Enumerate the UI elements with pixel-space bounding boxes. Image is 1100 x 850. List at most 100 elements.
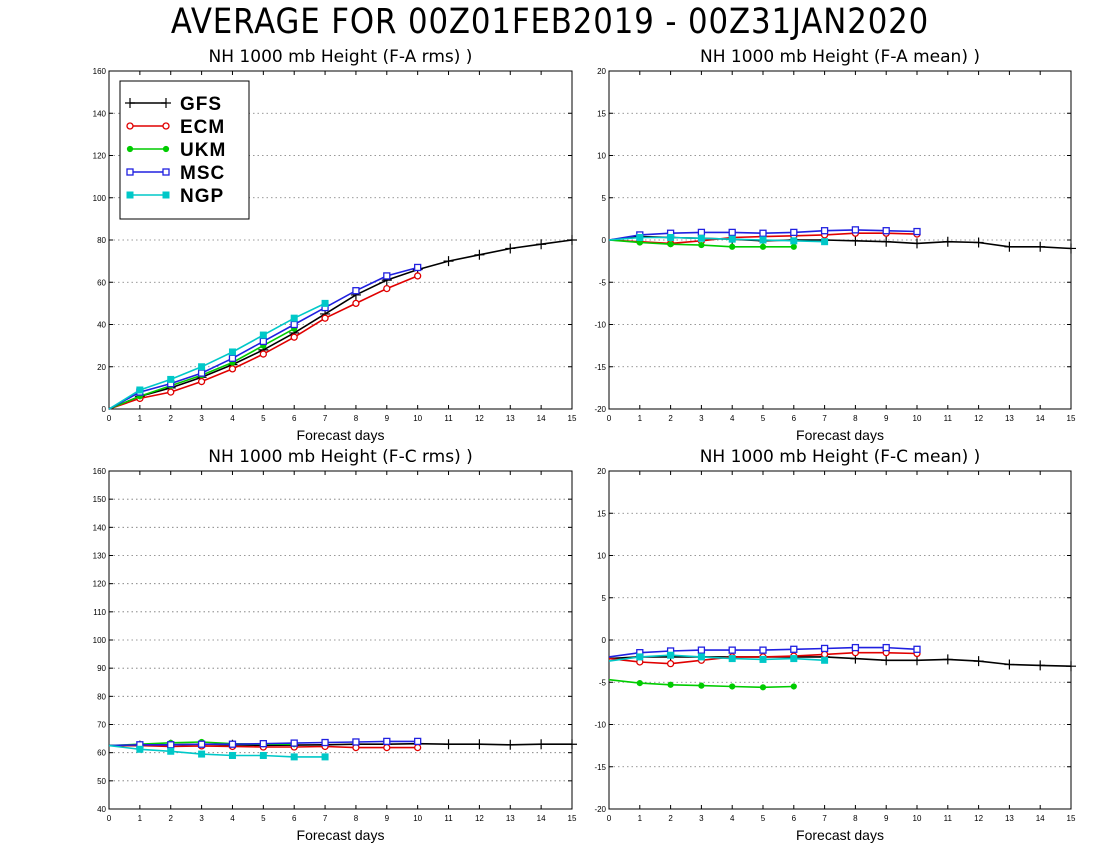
legend-marker [161, 98, 171, 108]
data-point-ukm [667, 241, 674, 248]
data-point-gfs [443, 739, 454, 750]
data-point-ngp [636, 233, 644, 241]
data-point-ngp [697, 234, 705, 242]
y-tick-label: -5 [599, 678, 607, 687]
y-tick-label: 5 [602, 594, 607, 603]
y-tick-label: 20 [597, 467, 606, 476]
x-tick-label: 4 [230, 414, 235, 423]
series-gfs [608, 651, 1076, 672]
legend-label: MSC [180, 163, 225, 184]
series-msc [608, 643, 921, 658]
data-point-ngp [728, 655, 736, 663]
y-tick-label: -5 [599, 278, 607, 287]
x-tick-label: 9 [385, 814, 390, 823]
data-point-msc [820, 227, 829, 235]
data-point-msc [882, 227, 890, 235]
data-point-ukm [790, 243, 797, 250]
plot-frame [108, 470, 573, 810]
x-tick-label: 2 [169, 414, 174, 423]
x-tick-label: 13 [1005, 814, 1014, 823]
x-tick-label: 10 [413, 414, 422, 423]
y-tick-label: -15 [594, 363, 606, 372]
legend-marker [126, 168, 134, 176]
series-line-gfs [108, 239, 573, 410]
data-point-ngp [198, 750, 206, 758]
y-tick-label: 60 [97, 278, 106, 287]
data-point-gfs [881, 236, 892, 247]
x-tick-label: 12 [974, 814, 983, 823]
x-tick-label: 0 [607, 814, 612, 823]
y-tick-label: 0 [102, 405, 107, 414]
data-point-ngp [697, 653, 705, 661]
legend-entry-ngp: NGP [126, 186, 224, 207]
x-tick-label: 5 [261, 414, 266, 423]
legend-entry-gfs: GFS [125, 94, 221, 115]
data-point-ngp [790, 237, 798, 245]
x-tick-label: 1 [638, 414, 643, 423]
y-tick-label: 0 [602, 236, 607, 245]
data-point-ngp [167, 747, 175, 755]
data-point-gfs [1004, 659, 1015, 670]
data-point-msc [414, 737, 422, 746]
data-point-ukm [698, 682, 705, 689]
data-point-msc [851, 226, 860, 234]
x-tick-label: 1 [138, 814, 143, 823]
data-point-gfs [536, 239, 547, 250]
panel-title: NH 1000 mb Height (F-C mean) ) [700, 447, 981, 467]
data-point-ngp [290, 753, 298, 761]
x-tick-label: 8 [853, 814, 858, 823]
legend-label: UKM [180, 140, 226, 161]
y-tick-label: 40 [97, 321, 106, 330]
data-point-ngp [759, 236, 767, 244]
data-point-msc [290, 739, 298, 747]
x-tick-label: 2 [668, 814, 673, 823]
y-tick-label: 120 [93, 580, 107, 589]
data-point-ecm [321, 314, 329, 322]
data-point-msc [820, 644, 829, 653]
x-tick-label: 6 [792, 814, 797, 823]
x-tick-label: 1 [138, 414, 143, 423]
x-tick-label: 12 [475, 814, 484, 823]
series-ngp [108, 744, 329, 761]
data-point-msc [697, 646, 706, 654]
legend-entry-ukm: UKM [126, 140, 226, 161]
data-point-msc [790, 645, 798, 653]
x-tick-label: 13 [1005, 414, 1014, 423]
data-point-msc [259, 740, 267, 748]
data-point-gfs [942, 236, 953, 247]
y-tick-label: 160 [93, 467, 107, 476]
y-tick-label: 120 [93, 152, 107, 161]
legend-marker [126, 191, 134, 199]
data-point-gfs [1035, 241, 1046, 252]
data-point-ecm [666, 660, 675, 668]
legend-marker [162, 122, 170, 130]
y-tick-label: 10 [597, 552, 606, 561]
data-point-gfs [505, 739, 516, 750]
series-line-gfs [608, 656, 1072, 667]
x-tick-label: 0 [107, 814, 112, 823]
data-point-ecm [352, 299, 360, 308]
y-tick-label: 70 [97, 721, 106, 730]
y-tick-label: 90 [97, 664, 106, 673]
y-tick-label: 140 [93, 109, 107, 118]
legend-label: NGP [180, 186, 224, 207]
y-tick-label: 110 [93, 608, 106, 617]
legend-marker [162, 145, 170, 153]
data-point-msc [851, 643, 860, 652]
data-point-ukm [790, 683, 797, 690]
data-point-ngp [667, 233, 675, 241]
x-tick-label: 5 [761, 414, 766, 423]
legend-marker [125, 98, 135, 108]
data-point-ngp [728, 235, 736, 243]
x-tick-label: 3 [199, 814, 204, 823]
y-tick-label: 10 [597, 152, 606, 161]
x-tick-label: 14 [537, 814, 546, 823]
data-point-gfs [1066, 243, 1076, 254]
y-tick-label: 80 [97, 692, 106, 701]
data-point-ngp [821, 656, 829, 664]
data-point-msc [197, 740, 206, 748]
x-tick-label: 14 [1036, 814, 1045, 823]
x-tick-label: 11 [944, 414, 953, 423]
y-tick-label: 5 [602, 194, 607, 203]
